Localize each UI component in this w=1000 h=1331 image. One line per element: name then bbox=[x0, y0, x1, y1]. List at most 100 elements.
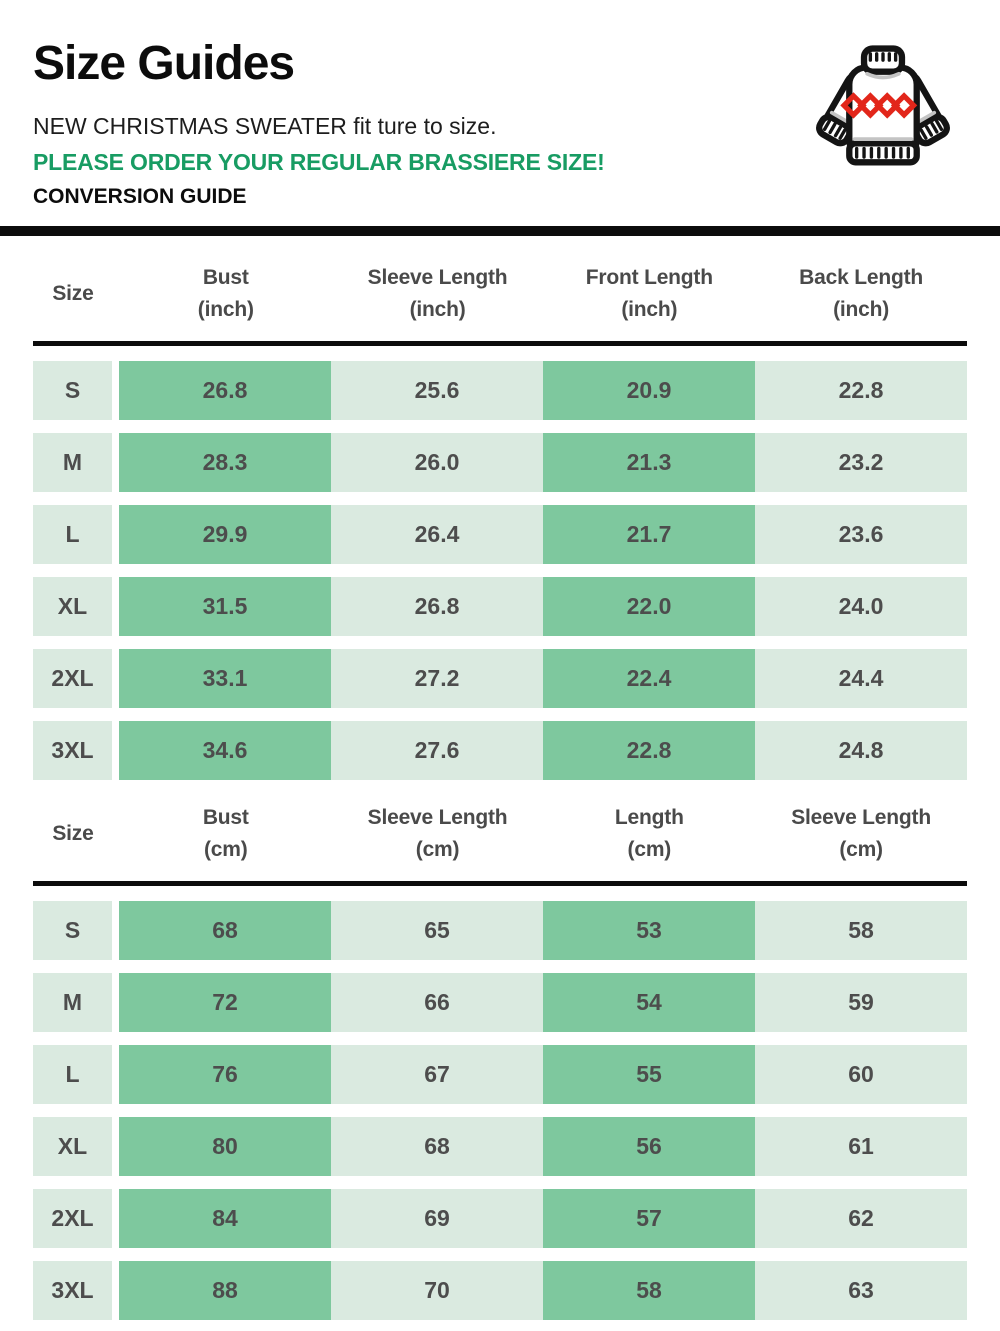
table-header-row: Size Bust (cm) Sleeve Length (cm) Length (cm) S… bbox=[33, 780, 967, 881]
size-label: S bbox=[33, 361, 112, 420]
measurement-band: 28.3 26.0 21.3 23.2 bbox=[119, 433, 967, 492]
column-header-bust: Bust (inch) bbox=[197, 266, 254, 321]
measurement-cell: 55 bbox=[543, 1045, 755, 1104]
measurement-band: 34.6 27.6 22.8 24.8 bbox=[119, 721, 967, 780]
measurement-band: 33.1 27.2 22.4 24.4 bbox=[119, 649, 967, 708]
table-body: S 26.8 25.6 20.9 22.8 M 28.3 26.0 21.3 23.2 L 29.9 2… bbox=[33, 361, 967, 780]
column-header-back-length: Back Length (inch) bbox=[799, 266, 923, 321]
measurement-cell: 22.8 bbox=[543, 721, 755, 780]
size-row-xl: XL 31.5 26.8 22.0 24.0 bbox=[33, 577, 967, 636]
measurement-band: 72 66 54 59 bbox=[119, 973, 967, 1032]
measurement-cell: 53 bbox=[543, 901, 755, 960]
size-label: 2XL bbox=[33, 1189, 112, 1248]
size-label: M bbox=[33, 433, 112, 492]
size-label: 3XL bbox=[33, 1261, 112, 1320]
table-body: S 68 65 53 58 M 72 66 54 59 L 76 67 55 60 XL 80 68 56 61 2XL… bbox=[33, 901, 967, 1320]
conversion-guide-label: CONVERSION GUIDE bbox=[33, 185, 247, 208]
measurement-cell: 24.8 bbox=[755, 721, 967, 780]
measurement-cell: 67 bbox=[331, 1045, 543, 1104]
measurement-cell: 22.0 bbox=[543, 577, 755, 636]
size-row-3xl: 3XL 88 70 58 63 bbox=[33, 1261, 967, 1320]
measurement-cell: 24.0 bbox=[755, 577, 967, 636]
measurement-cell: 21.7 bbox=[543, 505, 755, 564]
size-row-l: L 29.9 26.4 21.7 23.6 bbox=[33, 505, 967, 564]
size-row-s: S 26.8 25.6 20.9 22.8 bbox=[33, 361, 967, 420]
column-header-sleeve-length: Sleeve Length (cm) bbox=[367, 806, 508, 861]
measurement-cell: 34.6 bbox=[119, 721, 331, 780]
measurement-cell: 68 bbox=[119, 901, 331, 960]
measurement-cell: 69 bbox=[331, 1189, 543, 1248]
measurement-cell: 28.3 bbox=[119, 433, 331, 492]
size-label: XL bbox=[33, 1117, 112, 1176]
measurement-cell: 56 bbox=[543, 1117, 755, 1176]
measurement-cell: 26.4 bbox=[331, 505, 543, 564]
measurement-cell: 61 bbox=[755, 1117, 967, 1176]
measurement-band: 26.8 25.6 20.9 22.8 bbox=[119, 361, 967, 420]
measurement-cell: 24.4 bbox=[755, 649, 967, 708]
measurement-cell: 59 bbox=[755, 973, 967, 1032]
size-label: L bbox=[33, 505, 112, 564]
sweater-icon bbox=[804, 42, 962, 192]
header: Size Guides NEW CHRISTMAS SWEATER fit tu… bbox=[0, 0, 1000, 209]
size-row-m: M 28.3 26.0 21.3 23.2 bbox=[33, 433, 967, 492]
measurement-cell: 31.5 bbox=[119, 577, 331, 636]
size-row-l: L 76 67 55 60 bbox=[33, 1045, 967, 1104]
measurement-cell: 22.8 bbox=[755, 361, 967, 420]
top-divider bbox=[0, 226, 1000, 236]
column-header-sleeve-length: Sleeve Length (cm) bbox=[791, 806, 931, 861]
measurement-cell: 58 bbox=[543, 1261, 755, 1320]
measurement-band: 80 68 56 61 bbox=[119, 1117, 967, 1176]
measurement-cell: 22.4 bbox=[543, 649, 755, 708]
measurement-cell: 65 bbox=[331, 901, 543, 960]
size-row-3xl: 3XL 34.6 27.6 22.8 24.8 bbox=[33, 721, 967, 780]
measurement-cell: 84 bbox=[119, 1189, 331, 1248]
measurement-cell: 26.0 bbox=[331, 433, 543, 492]
size-row-m: M 72 66 54 59 bbox=[33, 973, 967, 1032]
table-header-row: Size Bust (inch) Sleeve Length (inch) Front L… bbox=[33, 236, 967, 341]
size-table-inch: Size Bust (inch) Sleeve Length (inch) Front L… bbox=[33, 236, 967, 780]
column-header-sleeve-length: Sleeve Length (inch) bbox=[367, 266, 508, 321]
measurement-cell: 20.9 bbox=[543, 361, 755, 420]
measurement-cell: 33.1 bbox=[119, 649, 331, 708]
measurement-cell: 57 bbox=[543, 1189, 755, 1248]
order-note: PLEASE ORDER YOUR REGULAR BRASSIERE SIZE… bbox=[33, 149, 605, 175]
size-label: S bbox=[33, 901, 112, 960]
measurement-cell: 25.6 bbox=[331, 361, 543, 420]
header-rule bbox=[33, 881, 967, 886]
measurement-cell: 88 bbox=[119, 1261, 331, 1320]
measurement-cell: 27.2 bbox=[331, 649, 543, 708]
measurement-cell: 23.2 bbox=[755, 433, 967, 492]
size-row-s: S 68 65 53 58 bbox=[33, 901, 967, 960]
size-row-2xl: 2XL 84 69 57 62 bbox=[33, 1189, 967, 1248]
measurement-cell: 27.6 bbox=[331, 721, 543, 780]
measurement-cell: 26.8 bbox=[331, 577, 543, 636]
measurement-cell: 72 bbox=[119, 973, 331, 1032]
column-header-length: Length (cm) bbox=[614, 806, 684, 861]
measurement-cell: 68 bbox=[331, 1117, 543, 1176]
measurement-cell: 80 bbox=[119, 1117, 331, 1176]
measurement-cell: 23.6 bbox=[755, 505, 967, 564]
size-table-cm: Size Bust (cm) Sleeve Length (cm) Length (cm) S… bbox=[33, 780, 967, 1320]
column-header-front-length: Front Length (inch) bbox=[585, 266, 713, 321]
measurement-band: 31.5 26.8 22.0 24.0 bbox=[119, 577, 967, 636]
measurement-cell: 54 bbox=[543, 973, 755, 1032]
measurement-cell: 29.9 bbox=[119, 505, 331, 564]
size-label: M bbox=[33, 973, 112, 1032]
header-rule bbox=[33, 341, 967, 346]
measurement-cell: 21.3 bbox=[543, 433, 755, 492]
measurement-band: 88 70 58 63 bbox=[119, 1261, 967, 1320]
measurement-band: 29.9 26.4 21.7 23.6 bbox=[119, 505, 967, 564]
subtitle: NEW CHRISTMAS SWEATER fit ture to size. bbox=[33, 113, 497, 139]
measurement-band: 84 69 57 62 bbox=[119, 1189, 967, 1248]
measurement-cell: 26.8 bbox=[119, 361, 331, 420]
column-header-size: Size bbox=[52, 281, 94, 305]
measurement-band: 68 65 53 58 bbox=[119, 901, 967, 960]
size-label: L bbox=[33, 1045, 112, 1104]
size-row-xl: XL 80 68 56 61 bbox=[33, 1117, 967, 1176]
measurement-cell: 66 bbox=[331, 973, 543, 1032]
measurement-cell: 58 bbox=[755, 901, 967, 960]
measurement-cell: 70 bbox=[331, 1261, 543, 1320]
size-label: XL bbox=[33, 577, 112, 636]
size-label: 2XL bbox=[33, 649, 112, 708]
